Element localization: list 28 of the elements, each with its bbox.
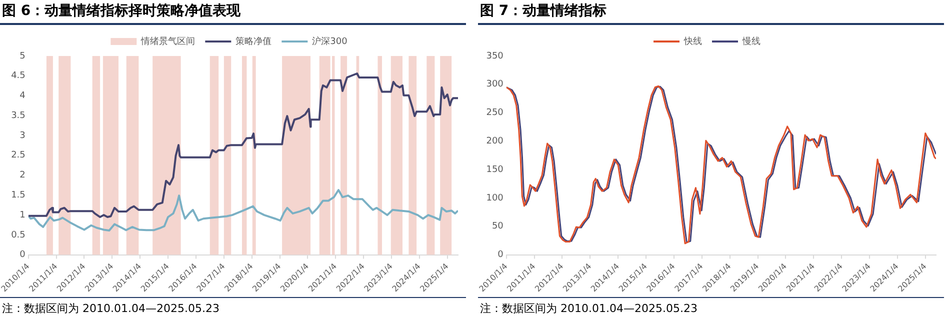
y-tick-label: 200 <box>486 136 504 147</box>
y-tick-label: 0 <box>498 250 504 260</box>
y-tick-label: 50 <box>492 222 504 232</box>
legend-label: 情绪景气区间 <box>140 36 196 47</box>
text: 注：数据区间为 2010.01.04—2025.05.23 <box>478 297 944 316</box>
y-tick-label: 4.5 <box>11 71 26 82</box>
legend-label: 快线 <box>683 36 702 47</box>
chart-title: 图 6：动量情绪指标择时策略净值表现 <box>0 0 466 25</box>
y-tick-label: 5 <box>20 51 26 62</box>
y-tick-label: 3 <box>20 130 26 141</box>
text: 注：数据区间为 2010.01.04—2025.05.23 <box>0 297 466 316</box>
y-tick-label: 3.5 <box>11 110 26 121</box>
y-tick-label: 0 <box>20 250 26 260</box>
y-tick-label: 350 <box>486 51 504 62</box>
legend-label: 慢线 <box>742 36 760 47</box>
y-tick-label: 300 <box>486 80 504 90</box>
y-tick-label: 2.5 <box>11 150 26 161</box>
legend-label: 策略净值 <box>236 36 272 47</box>
y-tick-label: 150 <box>486 164 504 175</box>
chart-title: 图 7：动量情绪指标 <box>478 0 944 25</box>
y-tick-label: 4 <box>20 91 26 102</box>
y-tick-label: 2 <box>20 170 26 181</box>
y-tick-label: 250 <box>486 108 504 118</box>
y-tick-label: 0.5 <box>11 230 26 240</box>
y-tick-label: 1 <box>20 210 26 220</box>
y-tick-label: 100 <box>486 193 504 204</box>
legend-label: 沪深300 <box>312 36 348 47</box>
y-tick-label: 1.5 <box>11 190 26 201</box>
